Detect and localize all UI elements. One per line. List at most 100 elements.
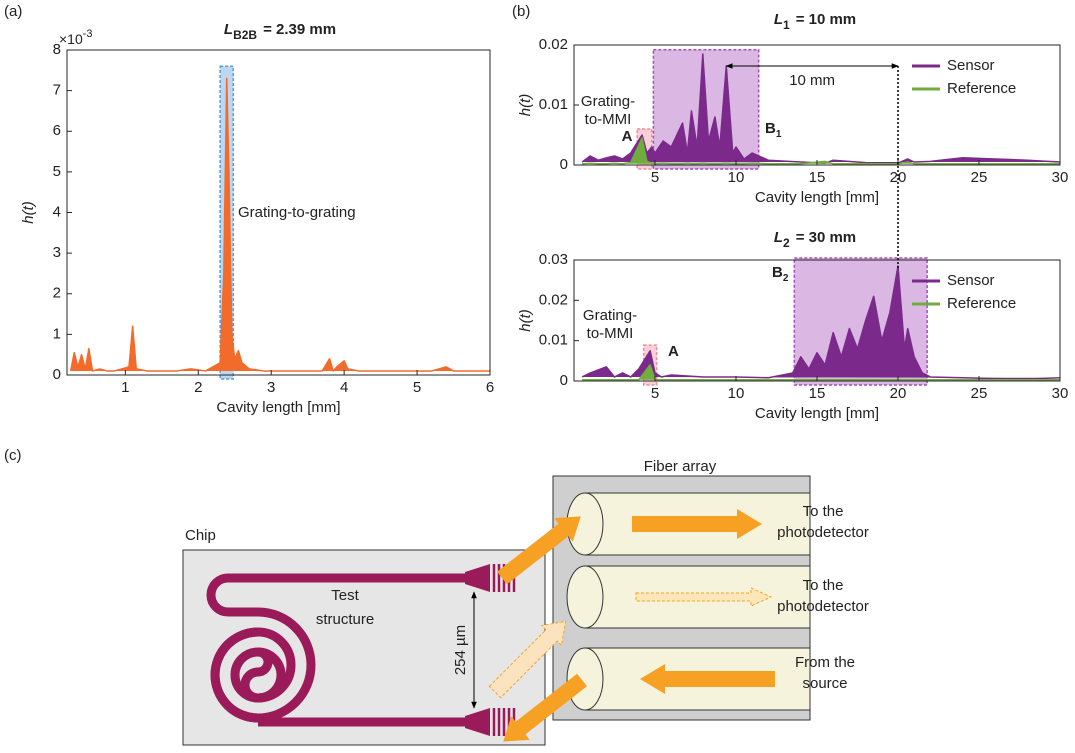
output-label: To the [803,503,844,520]
x-tick-label: 15 [809,385,826,402]
region-label-main: B [772,264,783,281]
x-axis-label: Cavity length [mm] [216,399,340,416]
y-tick-label: 0.01 [539,96,568,113]
annotation: Grating- [583,307,637,324]
panel-label: (c) [4,447,22,464]
panel-label: (a) [4,3,22,20]
title-symbol: L [774,11,783,28]
input-label: source [802,675,847,692]
x-tick-label: 6 [486,379,494,396]
y-tick-label: 0.03 [539,251,568,268]
y-axis-label: h(t) [517,94,534,117]
title-symbol: L [224,21,233,38]
x-tick-label: 20 [890,385,907,402]
x-tick-label: 5 [651,169,659,186]
x-tick-label: 15 [809,169,826,186]
light-arrows [488,509,775,742]
title-suffix: = 2.39 mm [263,21,336,38]
region-label-main: A [668,343,679,360]
x-tick-label: 3 [267,379,275,396]
series-line [582,137,1060,165]
region-label: B1 [765,120,782,140]
taper [465,708,490,736]
region-label-main: B [765,120,776,137]
y-tick-label: 7 [53,82,61,99]
input-label: From the [795,654,855,671]
y-tick-label: 2 [53,285,61,302]
y-tick-label: 5 [53,163,61,180]
spacing-label: 254 µm [452,625,469,675]
y-tick-label: 0 [560,372,568,389]
y-tick-label: 8 [53,41,61,58]
legend-label: Reference [947,295,1016,312]
title-subscript: B2B [233,28,257,42]
x-tick-label: 30 [1052,169,1069,186]
title-subscript: 1 [783,18,790,32]
y-axis-label: h(t) [517,309,534,332]
title-symbol: L [774,229,783,246]
region-label-sub: 1 [776,129,782,140]
y-tick-label: 0.01 [539,332,568,349]
x-tick-label: 25 [971,169,988,186]
annotation: Grating-to-grating [238,204,356,221]
legend-label: Sensor [947,57,995,74]
output-label: photodetector [777,598,869,615]
region-label: A [622,128,633,145]
legend-label: Sensor [947,272,995,289]
chart-title: L2 = 30 mm [774,229,856,250]
output-label: To the [803,577,844,594]
y-tick-label: 3 [53,244,61,261]
x-tick-label: 1 [121,379,129,396]
x-tick-label: 5 [413,379,421,396]
x-tick-label: 4 [340,379,348,396]
y-tick-label: 1 [53,325,61,342]
fiber-array-label: Fiber array [644,458,717,475]
y-tick-label: 4 [53,203,61,220]
diagram: Chip Test structure 254 µm Fiber array [182,458,869,746]
span-label: 10 mm [789,72,835,89]
y-multiplier-exponent: -3 [83,28,93,40]
x-tick-label: 10 [728,385,745,402]
x-tick-label: 25 [971,385,988,402]
x-axis-label: Cavity length [mm] [755,405,879,422]
waveguide [206,573,468,727]
y-tick-label: 6 [53,122,61,139]
series-line [581,265,1061,380]
annotation: to-MMI [585,111,632,128]
output-label: photodetector [777,524,869,541]
y-multiplier: ×10-3 [59,28,93,47]
annotation: Grating- [581,93,635,110]
y-axis-label: h(t) [20,201,37,224]
title-suffix: = 30 mm [796,229,856,246]
chip-label: Chip [185,527,216,544]
structure-label: Test [331,587,359,604]
x-tick-label: 20 [890,169,907,186]
x-axis-label: Cavity length [mm] [755,189,879,206]
chart-title: LB2B = 2.39 mm [224,21,336,42]
region-label-sub: 2 [783,273,789,284]
region-label-main: A [622,128,633,145]
annotation: to-MMI [587,325,634,342]
structure-label: structure [316,611,374,628]
series-line [581,53,1061,164]
x-tick-label: 2 [194,379,202,396]
x-tick-label: 5 [651,385,659,402]
region-label: B2 [772,264,789,284]
series-line [69,77,490,372]
x-tick-label: 10 [728,169,745,186]
title-subscript: 2 [783,236,790,250]
series-line [582,364,1060,381]
y-tick-label: 0 [560,156,568,173]
x-tick-label: 30 [1052,385,1069,402]
y-tick-label: 0.02 [539,291,568,308]
taper [465,564,490,592]
panel-label: (b) [512,3,530,20]
region-label: A [668,343,679,360]
chart-title: L1 = 10 mm [774,11,856,32]
y-tick-label: 0.02 [539,36,568,53]
y-multiplier-base: ×10 [59,31,83,47]
title-suffix: = 10 mm [796,11,856,28]
y-tick-label: 0 [53,366,61,383]
legend-label: Reference [947,80,1016,97]
